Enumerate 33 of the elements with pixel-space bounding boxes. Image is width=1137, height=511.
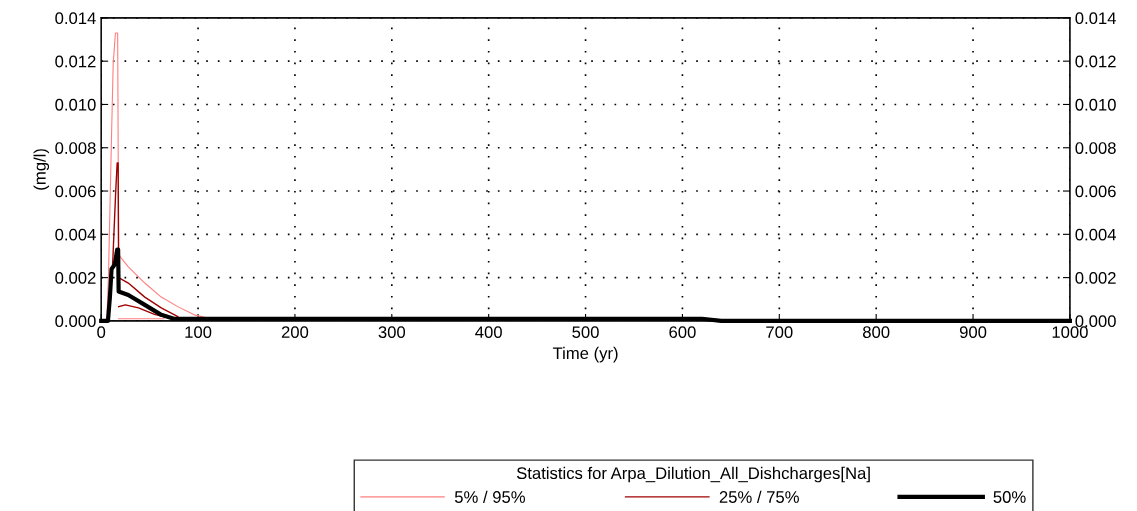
x-tick-label: 800 — [862, 326, 890, 339]
x-tick-label: 0 — [97, 326, 106, 339]
y-tick-label: 0.006 — [55, 185, 96, 198]
x-tick-label: 400 — [475, 326, 502, 339]
x-tick-label: 700 — [766, 326, 793, 339]
x-tick-label: 900 — [959, 326, 987, 339]
legend-label: 25% / 75% — [719, 490, 799, 503]
y-tick-label: 0.000 — [55, 315, 96, 328]
y-axis-title: (mg/l) — [33, 149, 50, 190]
y-tick-label: 0.012 — [55, 55, 96, 68]
legend-label: 50% — [993, 491, 1026, 503]
x-tick-label: 100 — [185, 326, 212, 339]
x-tick-label: 500 — [572, 326, 599, 339]
y2-tick-label: 0.008 — [1075, 142, 1116, 154]
legend-label: 5% / 95% — [454, 490, 525, 503]
y-tick-label: 0.004 — [55, 228, 96, 241]
x-tick-label: 600 — [669, 326, 696, 339]
y2-tick-label: 0.002 — [1075, 272, 1116, 284]
y-tick-label: 0.014 — [55, 12, 96, 25]
x-tick-label: 1000 — [1052, 326, 1088, 339]
y-tick-label: 0.002 — [55, 272, 96, 284]
y-tick-label: 0.010 — [55, 98, 96, 111]
y2-tick-label: 0.004 — [1075, 228, 1116, 241]
y2-tick-label: 0.000 — [1075, 315, 1116, 328]
y2-tick-label: 0.014 — [1075, 12, 1116, 25]
y2-tick-label: 0.006 — [1075, 185, 1116, 198]
x-tick-label: 300 — [378, 326, 406, 339]
y2-tick-label: 0.010 — [1075, 98, 1116, 111]
y-tick-label: 0.008 — [55, 142, 96, 154]
x-tick-label: 200 — [281, 326, 309, 339]
legend-title: Statistics for Arpa_Dilution_All_Dishcharges[Na] — [516, 466, 870, 483]
x-axis-title: Time (yr) — [552, 346, 618, 363]
y2-tick-label: 0.012 — [1075, 55, 1116, 68]
